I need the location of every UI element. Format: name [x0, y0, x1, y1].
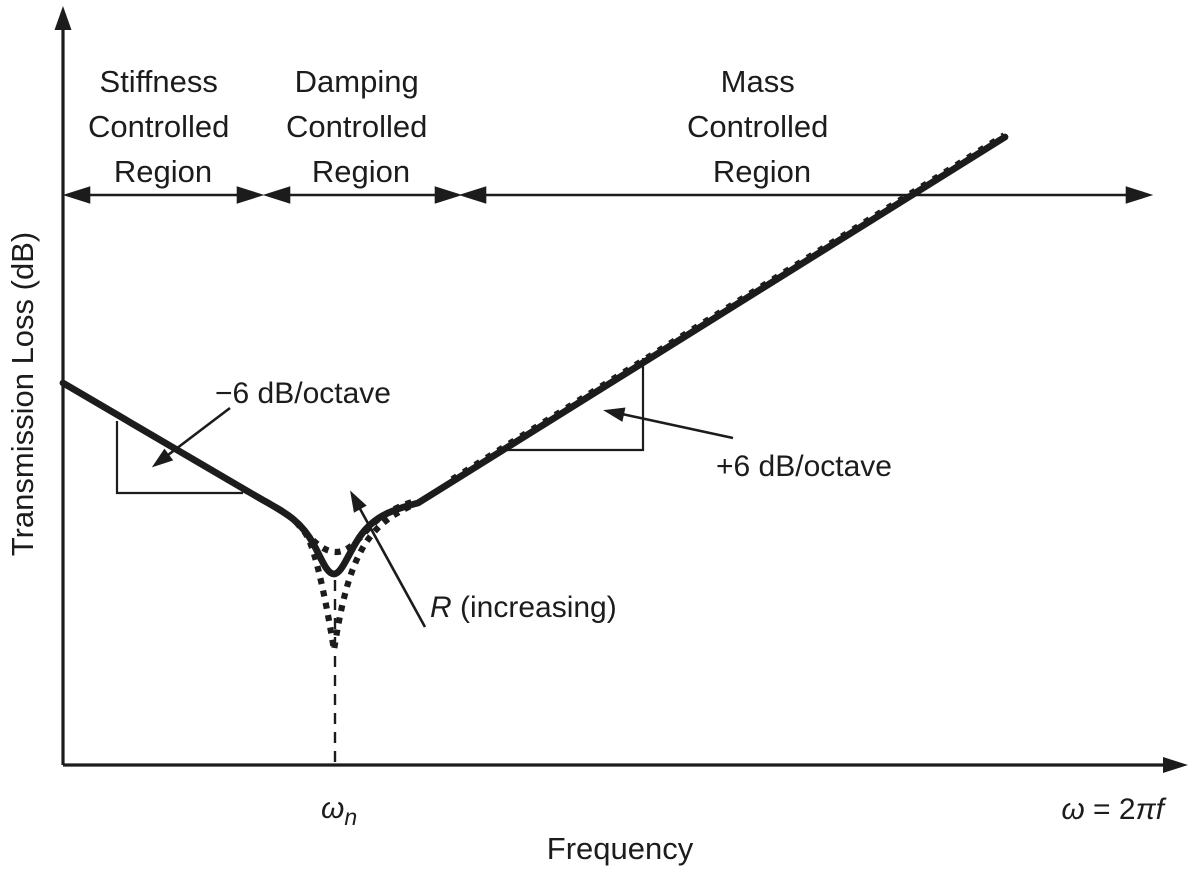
pos-slope-label: +6 dB/octave — [716, 450, 892, 483]
region-label-line: Region — [713, 154, 811, 189]
region-label-line: Controlled — [88, 109, 229, 144]
arrow-left-icon — [262, 186, 291, 204]
x-axis-label: Frequency — [547, 831, 694, 866]
resonance-frequency-label: ωn — [321, 792, 357, 830]
stiffness-span-arrow — [62, 186, 265, 204]
arrowhead-icon — [603, 407, 626, 422]
r-symbol: R — [430, 591, 452, 624]
region-label-stiffness: Stiffness Controlled Region — [88, 64, 238, 189]
region-label-damping: Damping Controlled Region — [286, 64, 436, 189]
neg-slope-label: −6 dB/octave — [215, 377, 391, 410]
r-increasing-arrow — [350, 490, 427, 628]
y-axis-label: Transmission Loss (dB) — [5, 232, 40, 556]
pos-slope-arrow — [603, 407, 734, 440]
region-label-line: Controlled — [687, 109, 828, 144]
arrow-right-icon — [236, 186, 265, 204]
arrow-left-icon — [62, 186, 91, 204]
arrowhead-icon — [151, 448, 174, 468]
region-label-line: Region — [312, 154, 410, 189]
neg-slope-triangle — [115, 421, 243, 495]
pi-f-symbol: πf — [1136, 793, 1167, 826]
omega-symbol: ω — [321, 792, 344, 825]
x-axis-arrowhead-icon — [1163, 757, 1188, 773]
region-label-line: Damping — [295, 64, 419, 99]
damping-span-arrow — [262, 186, 463, 204]
arrow-right-icon — [434, 186, 463, 204]
mass-span-arrow — [458, 186, 1154, 204]
region-label-line: Region — [114, 154, 212, 189]
region-arrows — [62, 186, 1154, 204]
pos-slope-triangle — [497, 358, 645, 452]
annotation-arrows — [151, 406, 734, 628]
neg-slope-arrow — [151, 406, 231, 468]
omega-subscript: n — [344, 804, 357, 830]
r-increasing-label: R (increasing) — [430, 591, 617, 624]
arrow-right-icon — [1125, 186, 1154, 204]
equals-two-text: = 2 — [1085, 793, 1136, 826]
region-label-mass: Mass Controlled Region — [687, 64, 837, 189]
x-axis-symbol-label: ω = 2πf — [1061, 793, 1166, 826]
region-label-line: Mass — [721, 64, 795, 99]
region-label-line: Stiffness — [100, 64, 218, 99]
omega-symbol: ω — [1061, 793, 1084, 826]
region-label-line: Controlled — [286, 109, 427, 144]
arrowhead-icon — [350, 490, 367, 513]
solid-transmission-loss-curve — [59, 133, 1009, 578]
dotted-curve-high-damping — [293, 499, 413, 556]
r-increasing-text: (increasing) — [452, 591, 617, 624]
y-axis-arrowhead-icon — [54, 6, 72, 30]
arrow-left-icon — [458, 186, 487, 204]
dotted-curve-low-damping — [241, 486, 417, 651]
